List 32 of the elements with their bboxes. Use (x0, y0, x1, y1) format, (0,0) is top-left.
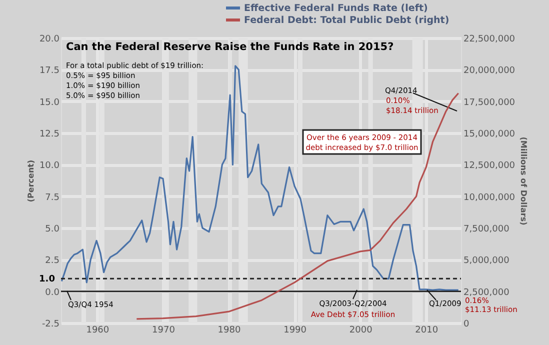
chart-title: Can the Federal Reserve Raise the Funds Rate in 2015? (66, 41, 394, 53)
y2-tick-label: 0 (464, 320, 470, 330)
y-tick-label: 12.5 (39, 130, 60, 140)
legend-label: Effective Federal Funds Rate (left) (244, 3, 428, 14)
y-tick-label: 2.5 (45, 256, 60, 266)
legend-label: Federal Debt: Total Public Debt (right) (244, 15, 450, 26)
y2-tick-label: 7,500,000 (464, 224, 510, 234)
y-tick-label: 20.0 (39, 34, 60, 44)
y2-tick-label: 5,000,000 (464, 256, 510, 266)
y-tick-label: 10.0 (39, 161, 60, 172)
y2-tick-label: 15,000,000 (464, 130, 516, 140)
y2-tick-label: 22,500,000 (464, 34, 516, 44)
y-tick-label: 15.0 (39, 98, 60, 108)
y2-axis-title: (Millions of Dollars) (519, 136, 528, 226)
y2-tick-label: 10,000,000 (464, 192, 516, 203)
x-tick-label: 1970 (152, 326, 176, 336)
y2-tick-label: 17,500,000 (464, 98, 516, 108)
x-tick-label: 1990 (284, 326, 307, 336)
y-tick-label: 0.0 (45, 288, 60, 298)
x-tick-label: 2010 (415, 326, 438, 336)
y2-tick-label: 20,000,000 (464, 66, 516, 76)
y2-tick-label: 12,500,000 (464, 161, 516, 172)
y-tick-label: 5.0 (45, 224, 60, 234)
y-tick-label: -2.5 (42, 320, 60, 330)
x-tick-label: 1960 (86, 326, 110, 336)
x-tick-label: 1980 (218, 326, 241, 336)
y-tick-label: 7.5 (45, 192, 60, 203)
x-tick-label: 2000 (349, 326, 373, 336)
y-tick-label: 17.5 (39, 66, 60, 76)
ref-line-label: 1.0 (39, 274, 55, 285)
y2-tick-label: 2,500,000 (464, 288, 510, 298)
y-axis-title: (Percent) (26, 160, 36, 202)
